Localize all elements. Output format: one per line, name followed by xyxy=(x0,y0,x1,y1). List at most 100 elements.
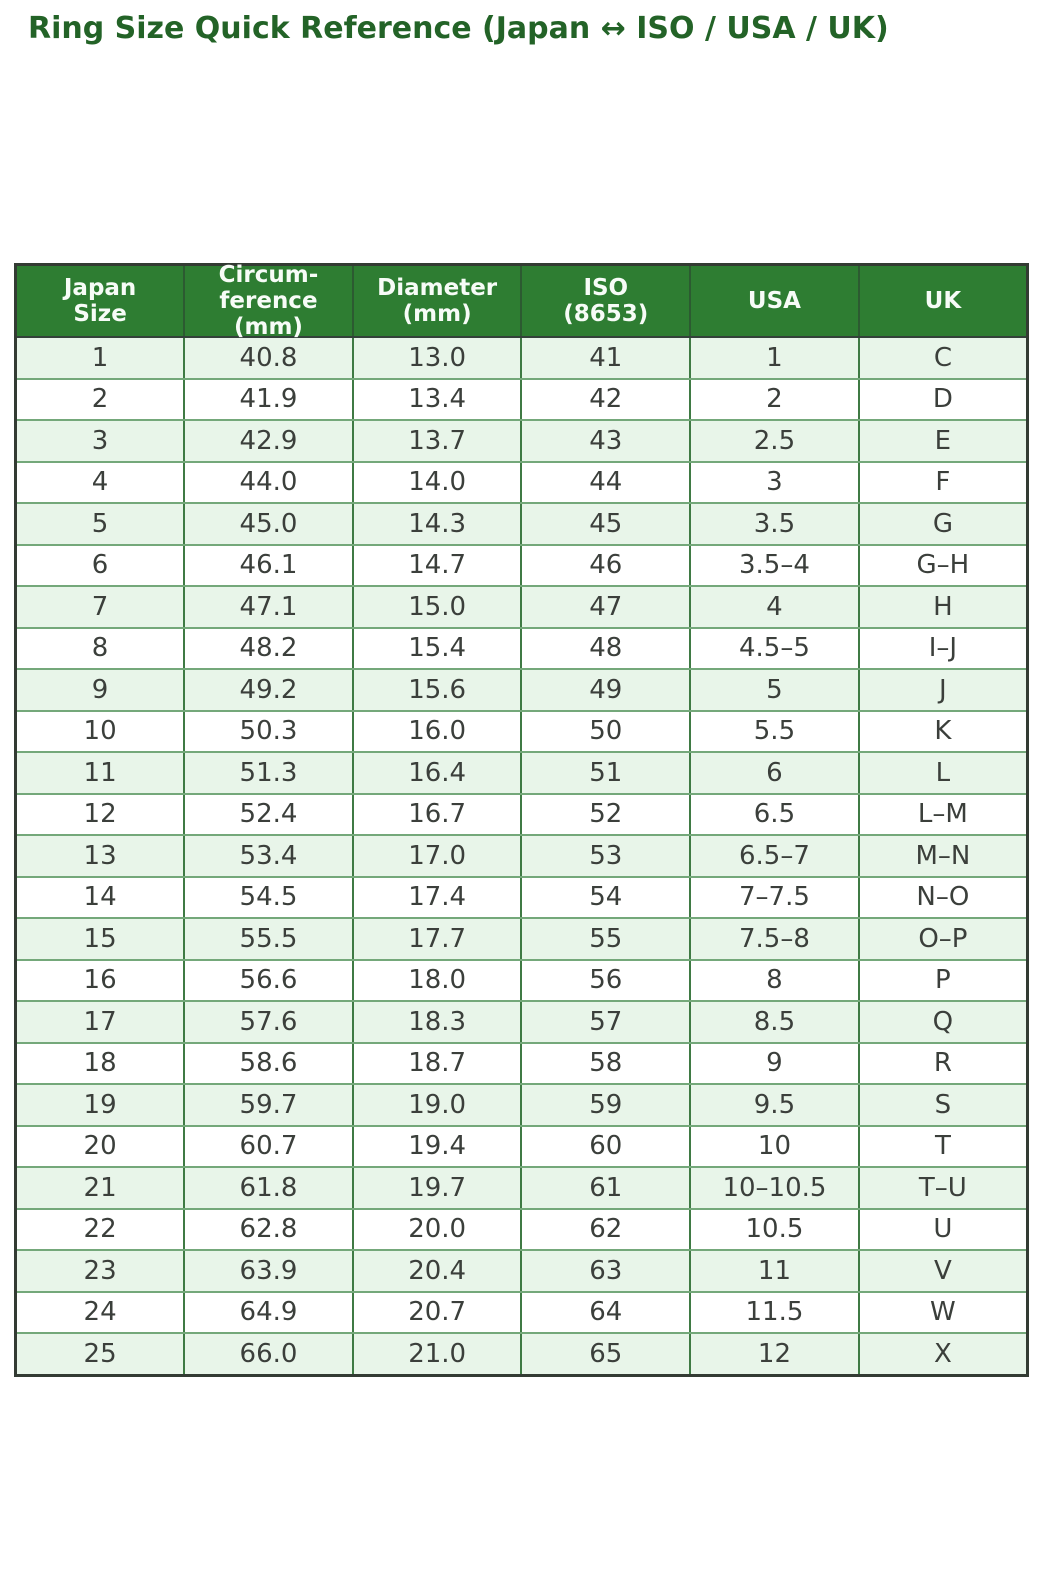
cell-usa: 12 xyxy=(689,1332,860,1376)
cell-japan-size: 8 xyxy=(14,626,186,670)
cell-iso: 51 xyxy=(520,751,692,795)
cell-uk: E xyxy=(857,419,1029,463)
column-header-uk: UK xyxy=(857,264,1029,338)
cell-iso: 45 xyxy=(520,502,692,546)
cell-diameter: 14.7 xyxy=(351,543,523,587)
cell-diameter: 15.0 xyxy=(351,585,523,629)
cell-uk: F xyxy=(857,460,1029,504)
cell-usa: 1 xyxy=(689,336,860,380)
cell-japan-size: 6 xyxy=(14,543,186,587)
column-header-label: USA xyxy=(747,288,801,314)
cell-uk: X xyxy=(857,1332,1029,1376)
table-row: 16 56.6 18.0 56 8 P xyxy=(14,958,1029,1002)
cell-circumference: 62.8 xyxy=(183,1207,354,1251)
table-container: Japan Size Circum- ference (mm) Diameter (… xyxy=(14,262,1029,1377)
cell-diameter: 16.0 xyxy=(351,709,523,753)
cell-japan-size: 7 xyxy=(14,585,186,629)
cell-uk: H xyxy=(857,585,1029,629)
cell-circumference: 51.3 xyxy=(183,751,354,795)
cell-iso: 53 xyxy=(520,834,692,878)
table-row: 5 45.0 14.3 45 3.5 G xyxy=(14,502,1029,546)
cell-diameter: 13.0 xyxy=(351,336,523,380)
cell-usa: 3 xyxy=(689,460,860,504)
column-header-japan-size: Japan Size xyxy=(14,264,186,338)
cell-uk: V xyxy=(857,1249,1029,1293)
column-header-label: UK xyxy=(924,288,962,314)
cell-diameter: 13.7 xyxy=(351,419,523,463)
cell-usa: 6.5 xyxy=(689,792,860,836)
cell-iso: 62 xyxy=(520,1207,692,1251)
column-header-iso: ISO (8653) xyxy=(520,264,692,338)
cell-circumference: 57.6 xyxy=(183,1000,354,1044)
column-header-usa: USA xyxy=(689,264,860,338)
cell-uk: G xyxy=(857,502,1029,546)
cell-diameter: 18.3 xyxy=(351,1000,523,1044)
cell-circumference: 58.6 xyxy=(183,1041,354,1085)
table-row: 8 48.2 15.4 48 4.5–5 I–J xyxy=(14,626,1029,670)
table-row: 13 53.4 17.0 53 6.5–7 M–N xyxy=(14,834,1029,878)
cell-circumference: 60.7 xyxy=(183,1124,354,1168)
cell-circumference: 66.0 xyxy=(183,1332,354,1376)
cell-japan-size: 1 xyxy=(14,336,186,380)
cell-diameter: 21.0 xyxy=(351,1332,523,1376)
cell-diameter: 19.7 xyxy=(351,1166,523,1210)
cell-uk: O–P xyxy=(857,917,1029,961)
cell-diameter: 13.4 xyxy=(351,377,523,421)
cell-iso: 59 xyxy=(520,1083,692,1127)
cell-japan-size: 22 xyxy=(14,1207,186,1251)
cell-iso: 44 xyxy=(520,460,692,504)
cell-japan-size: 13 xyxy=(14,834,186,878)
cell-circumference: 59.7 xyxy=(183,1083,354,1127)
cell-usa: 8 xyxy=(689,958,860,1002)
cell-usa: 11 xyxy=(689,1249,860,1293)
column-header-label: Japan Size xyxy=(63,275,137,327)
table-row: 19 59.7 19.0 59 9.5 S xyxy=(14,1083,1029,1127)
column-header-diameter: Diameter (mm) xyxy=(351,264,523,338)
cell-iso: 46 xyxy=(520,543,692,587)
cell-iso: 41 xyxy=(520,336,692,380)
cell-iso: 61 xyxy=(520,1166,692,1210)
cell-usa: 2 xyxy=(689,377,860,421)
table-row: 15 55.5 17.7 55 7.5–8 O–P xyxy=(14,917,1029,961)
table-row: 23 63.9 20.4 63 11 V xyxy=(14,1249,1029,1293)
cell-uk: R xyxy=(857,1041,1029,1085)
cell-japan-size: 12 xyxy=(14,792,186,836)
cell-diameter: 19.0 xyxy=(351,1083,523,1127)
table-body: 1 40.8 13.0 41 1 C 2 41.9 13.4 42 2 D 3 42.9 13.7 43 2.5… xyxy=(14,336,1029,1376)
cell-japan-size: 24 xyxy=(14,1290,186,1334)
page-title: Ring Size Quick Reference (Japan ↔ ISO /… xyxy=(28,11,889,46)
cell-japan-size: 3 xyxy=(14,419,186,463)
cell-iso: 60 xyxy=(520,1124,692,1168)
cell-uk: C xyxy=(857,336,1029,380)
cell-japan-size: 21 xyxy=(14,1166,186,1210)
cell-iso: 57 xyxy=(520,1000,692,1044)
cell-circumference: 63.9 xyxy=(183,1249,354,1293)
cell-usa: 6.5–7 xyxy=(689,834,860,878)
table-row: 12 52.4 16.7 52 6.5 L–M xyxy=(14,792,1029,836)
cell-uk: T xyxy=(857,1124,1029,1168)
cell-japan-size: 9 xyxy=(14,668,186,712)
cell-usa: 7–7.5 xyxy=(689,875,860,919)
cell-iso: 55 xyxy=(520,917,692,961)
cell-diameter: 15.6 xyxy=(351,668,523,712)
cell-japan-size: 16 xyxy=(14,958,186,1002)
cell-uk: N–O xyxy=(857,875,1029,919)
cell-uk: U xyxy=(857,1207,1029,1251)
ring-size-table: Japan Size Circum- ference (mm) Diameter (… xyxy=(14,262,1029,1377)
table-row: 2 41.9 13.4 42 2 D xyxy=(14,377,1029,421)
cell-diameter: 20.0 xyxy=(351,1207,523,1251)
table-row: 25 66.0 21.0 65 12 X xyxy=(14,1332,1029,1376)
column-header-label: ISO (8653) xyxy=(563,275,649,327)
column-header-label: Circum- ference (mm) xyxy=(218,262,319,340)
cell-iso: 54 xyxy=(520,875,692,919)
cell-circumference: 49.2 xyxy=(183,668,354,712)
cell-diameter: 15.4 xyxy=(351,626,523,670)
table-row: 24 64.9 20.7 64 11.5 W xyxy=(14,1290,1029,1334)
cell-circumference: 47.1 xyxy=(183,585,354,629)
cell-usa: 9.5 xyxy=(689,1083,860,1127)
column-header-circumference: Circum- ference (mm) xyxy=(183,262,354,340)
cell-circumference: 54.5 xyxy=(183,875,354,919)
cell-usa: 9 xyxy=(689,1041,860,1085)
cell-japan-size: 17 xyxy=(14,1000,186,1044)
cell-usa: 4.5–5 xyxy=(689,626,860,670)
